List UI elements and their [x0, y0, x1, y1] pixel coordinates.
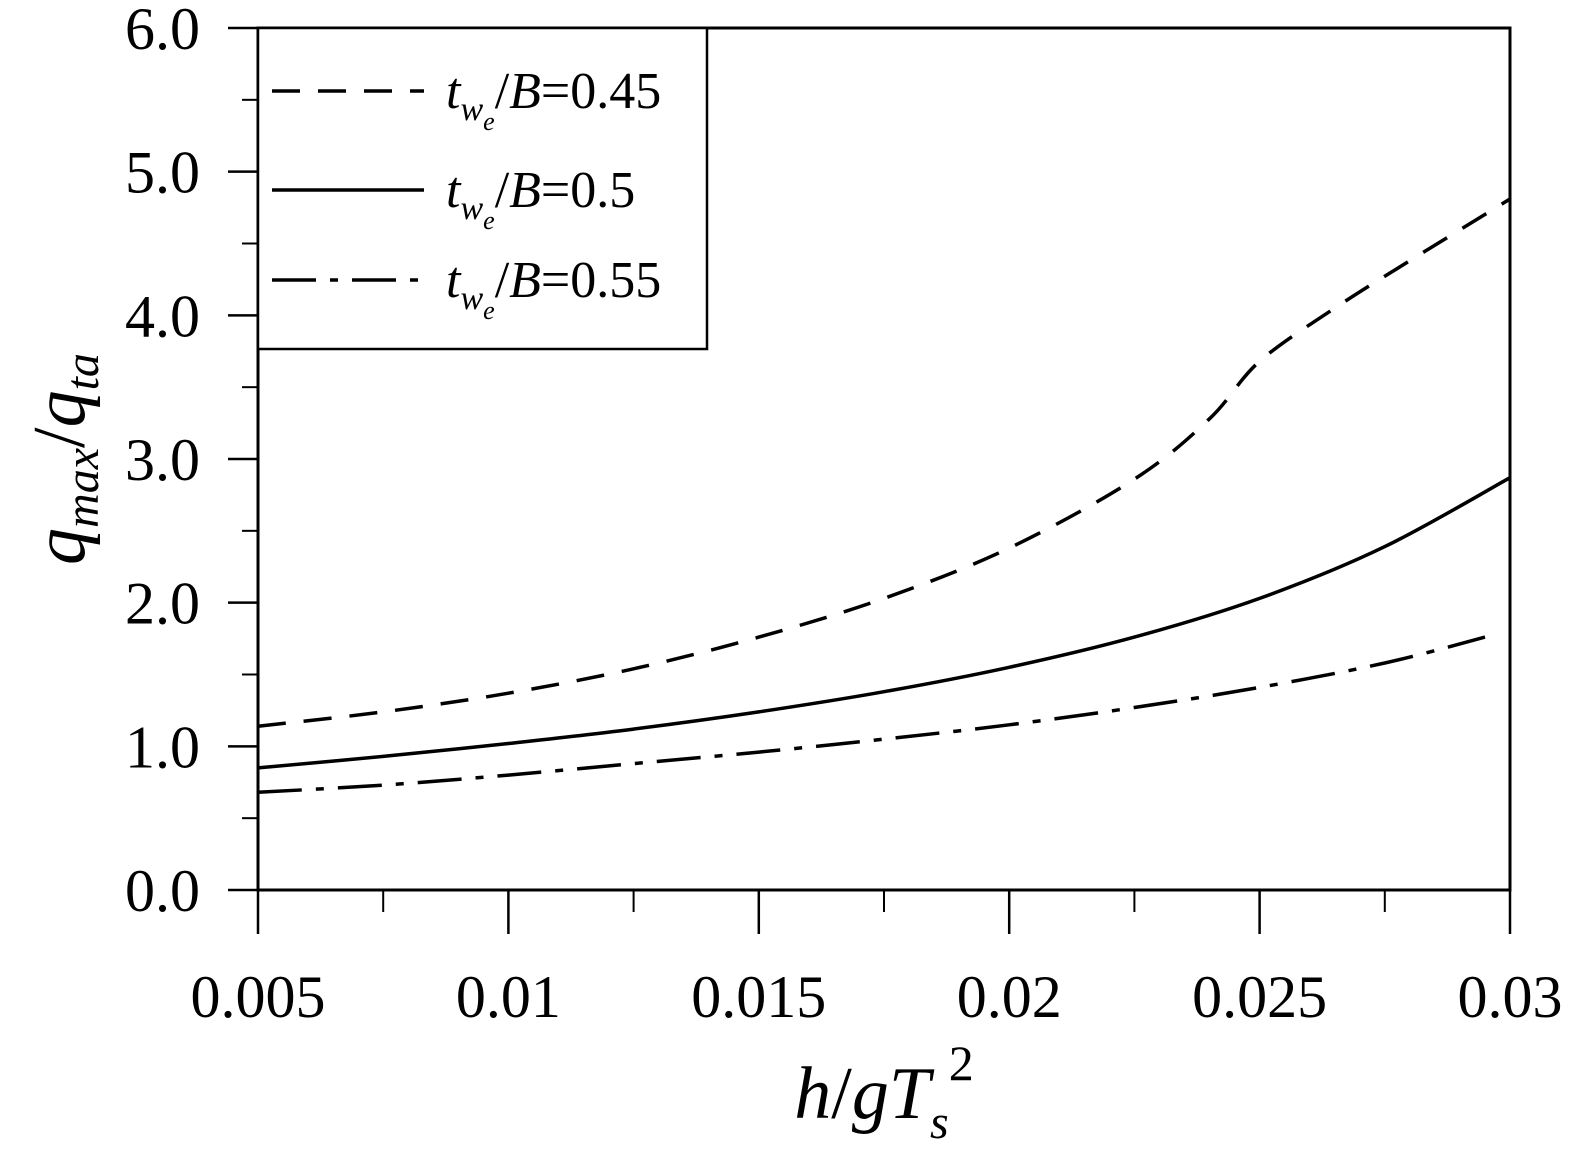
legend-label-1: twe/B=0.45	[446, 63, 661, 136]
x-axis-title: h/gTs2	[794, 1035, 973, 1149]
x-tick-label: 0.015	[691, 964, 826, 1030]
y-axis: 0.0 1.0 2.0 3.0 4.0 5.0 6.0	[125, 0, 258, 924]
y-tick-label: 1.0	[125, 714, 200, 780]
series-layer	[257, 197, 1511, 795]
minor-ticks	[242, 98, 1386, 912]
y-tick-label: 6.0	[125, 0, 200, 62]
x-tick-label: 0.005	[191, 964, 326, 1030]
series-line-1	[257, 197, 1511, 728]
x-tick-label: 0.025	[1192, 964, 1327, 1030]
x-tick-label: 0.03	[1458, 964, 1563, 1030]
y-tick-label: 4.0	[125, 283, 200, 349]
x-tick-label: 0.02	[957, 964, 1062, 1030]
y-tick-label: 5.0	[125, 140, 200, 206]
legend-label-2: twe/B=0.5	[446, 162, 635, 235]
legend-label-3: twe/B=0.55	[446, 252, 661, 325]
series-line-2	[257, 476, 1511, 770]
series-line-3	[257, 635, 1486, 795]
x-axis: 0.005 0.01 0.015 0.02 0.025 0.03	[191, 890, 1563, 1030]
y-tick-label: 3.0	[125, 427, 200, 493]
legend: twe/B=0.45 twe/B=0.5 twe/B=0.55	[256, 26, 709, 351]
y-tick-label: 0.0	[125, 858, 200, 924]
y-tick-label: 2.0	[125, 571, 200, 637]
x-tick-label: 0.01	[456, 964, 561, 1030]
y-axis-title: qmax/qta	[19, 353, 109, 565]
